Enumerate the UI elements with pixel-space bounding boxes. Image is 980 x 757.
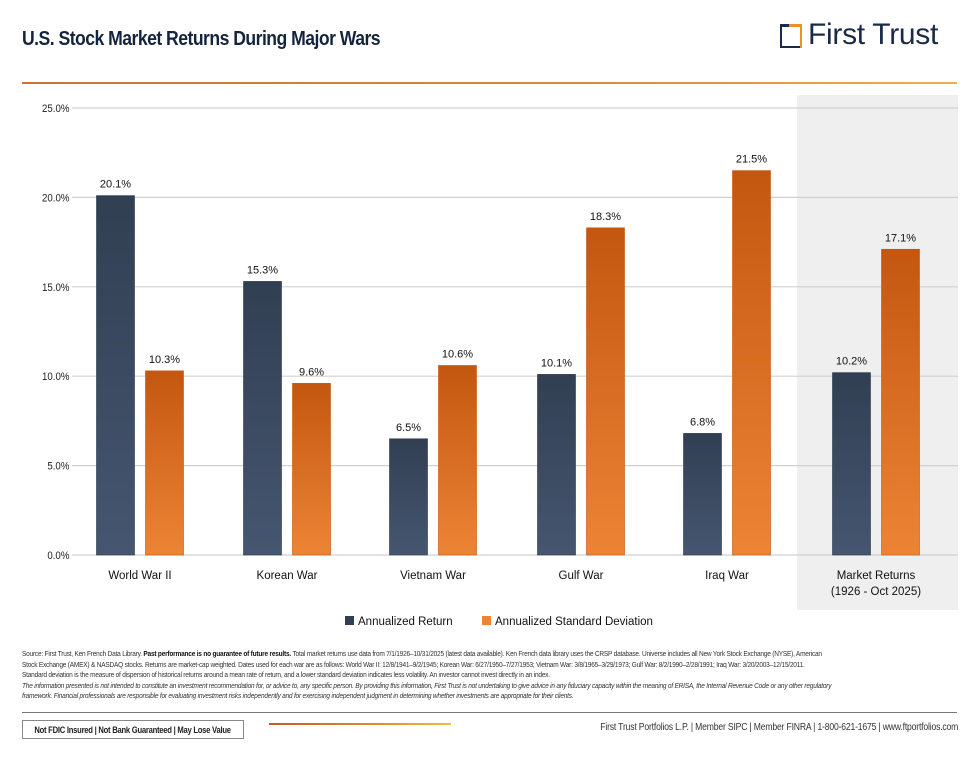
data-label: 9.6% xyxy=(299,366,324,378)
footer-accent-line xyxy=(269,723,451,725)
y-tick-label: 5.0% xyxy=(47,461,69,473)
bar-annualized-stdev xyxy=(881,248,920,556)
footnotes: Source: First Trust, Ken French Data Lib… xyxy=(22,649,962,702)
x-category-label: Gulf War xyxy=(559,570,604,582)
data-label: 10.6% xyxy=(442,348,473,360)
x-category-label: (1926 - Oct 2025) xyxy=(831,586,921,598)
legend-swatch-stdev xyxy=(482,616,491,625)
y-tick-label: 0.0% xyxy=(47,551,69,563)
footnote-dates: Stock Exchange (AMEX) & NASDAQ stocks. R… xyxy=(22,659,805,669)
page-title: U.S. Stock Market Returns During Major W… xyxy=(22,28,381,50)
fdic-badge-text: Not FDIC Insured | Not Bank Guaranteed |… xyxy=(34,724,232,735)
highlight-background xyxy=(797,95,958,610)
data-label: 6.5% xyxy=(396,422,421,434)
data-label: 10.1% xyxy=(541,357,572,369)
logo-square-icon xyxy=(780,22,804,48)
fdic-badge: Not FDIC Insured | Not Bank Guaranteed |… xyxy=(22,720,244,739)
footnote-disclaimer-2: framework. Financial professionals are r… xyxy=(22,691,574,701)
bar-annualized-return xyxy=(683,433,722,556)
footnote-source: Source: First Trust, Ken French Data Lib… xyxy=(22,649,830,660)
footer-divider xyxy=(22,712,957,713)
footnote-source-prefix: Source: First Trust, Ken French Data Lib… xyxy=(22,649,144,658)
data-label: 18.3% xyxy=(590,211,621,223)
bar-annualized-stdev xyxy=(732,170,771,556)
bar-annualized-stdev xyxy=(145,370,184,556)
bar-annualized-return xyxy=(96,195,135,556)
footnote-disclaimer-1: The information presented is not intende… xyxy=(22,680,832,690)
footnote-disclaimer-bold: Past performance is no guarantee of futu… xyxy=(143,649,292,658)
data-label: 15.3% xyxy=(247,264,278,276)
data-label: 20.1% xyxy=(100,179,131,191)
bar-annualized-return xyxy=(389,438,428,556)
y-tick-label: 10.0% xyxy=(42,372,69,384)
data-label: 10.2% xyxy=(836,356,867,368)
bar-annualized-return xyxy=(243,281,282,556)
y-tick-label: 20.0% xyxy=(42,193,69,205)
data-label: 21.5% xyxy=(736,154,767,166)
bar-annualized-return xyxy=(832,372,871,556)
header-divider xyxy=(22,82,957,84)
x-category-label: Iraq War xyxy=(705,570,749,582)
data-label: 17.1% xyxy=(885,232,916,244)
logo-text: First Trust xyxy=(808,18,939,51)
first-trust-logo: First Trust xyxy=(780,18,938,52)
x-category-label: World War II xyxy=(108,570,171,582)
footnote-source-rest: Total market returns use data from 7/1/1… xyxy=(291,649,822,658)
x-category-label: Korean War xyxy=(257,570,318,582)
footnote-stdev: Standard deviation is the measure of dis… xyxy=(22,670,550,680)
legend-label: Annualized Return xyxy=(358,616,453,628)
bar-chart: 0.0% 5.0% 10.0% 15.0% 20.0% 25.0% 20.1% 15.3% 6… xyxy=(42,95,958,628)
bar-annualized-stdev xyxy=(438,365,477,556)
bar-annualized-return xyxy=(537,374,576,556)
x-category-label: Vietnam War xyxy=(400,570,466,582)
x-category-label: Market Returns xyxy=(837,570,916,582)
data-label: 10.3% xyxy=(149,354,180,366)
footer-contact: First Trust Portfolios L.P. | Member SIP… xyxy=(600,722,958,733)
bar-annualized-stdev xyxy=(586,227,625,556)
legend-swatch-return xyxy=(345,616,354,625)
y-tick-label: 15.0% xyxy=(42,282,69,294)
legend-label: Annualized Standard Deviation xyxy=(495,616,653,628)
data-label: 6.8% xyxy=(690,416,715,428)
y-tick-label: 25.0% xyxy=(42,104,69,116)
bar-annualized-stdev xyxy=(292,383,331,556)
